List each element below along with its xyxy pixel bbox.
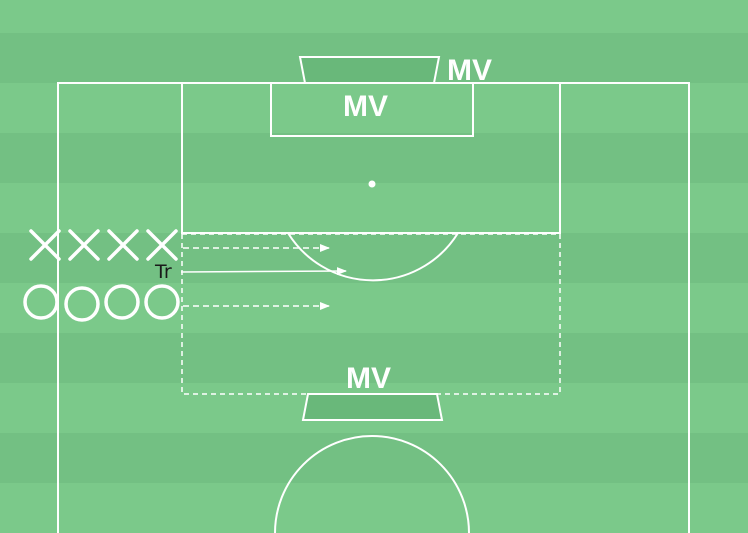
attacker-cross [107,229,139,261]
trainer-label: Tr [154,261,172,283]
defender-circle [23,284,59,320]
attacker-cross [29,229,61,261]
center-circle [274,435,470,533]
top-goal [298,56,441,84]
training-zone [181,233,561,395]
attacker-cross [68,229,100,261]
defender-circle [64,286,100,322]
attackers-group [29,229,178,261]
attacker-cross [146,229,178,261]
goal-area [270,82,474,137]
penalty-spot [368,180,376,188]
penalty-arc [287,232,459,282]
penalty-box-label: MV [343,90,388,123]
defender-circle [144,284,180,320]
trainer-pass-arrow [180,267,347,276]
defenders-group [23,284,180,322]
defender-circle [104,284,140,320]
top-goal-label: MV [447,54,492,87]
bottom-goal [301,393,444,421]
bottom-goal-label: MV [346,362,391,395]
